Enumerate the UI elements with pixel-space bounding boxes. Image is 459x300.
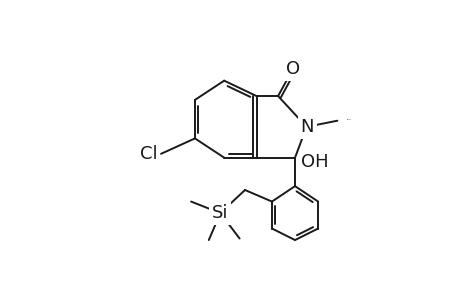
Text: OH: OH: [301, 152, 328, 170]
Text: Cl: Cl: [139, 145, 157, 163]
Text: N: N: [300, 118, 313, 136]
Text: O: O: [286, 60, 300, 78]
Text: Si: Si: [212, 204, 228, 222]
Text: methyl: methyl: [346, 118, 351, 120]
